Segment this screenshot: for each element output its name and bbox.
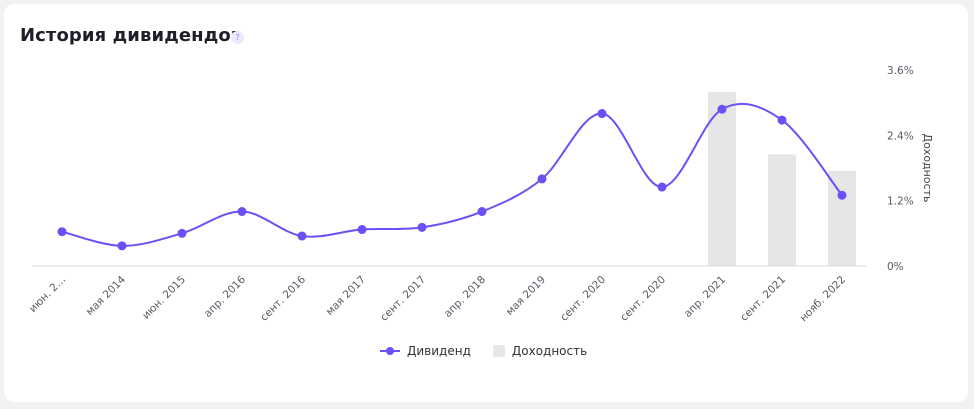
- x-tick-label: сент. 2017: [378, 274, 428, 324]
- x-tick-label: сент. 2020: [618, 274, 668, 324]
- dividend-point-8: [537, 174, 547, 184]
- legend-label-yield: Доходность: [511, 344, 588, 358]
- dividend-point-10: [657, 182, 667, 192]
- x-tick-label: нояб. 2022: [798, 274, 849, 325]
- y-axis-label: Доходность: [921, 133, 934, 202]
- y-tick-label: 0%: [887, 261, 904, 273]
- yield-bar-13: [828, 170, 856, 266]
- card-title: История дивидендов: [20, 25, 243, 46]
- dividend-point-1: [117, 241, 127, 251]
- y-tick-label: 2.4%: [887, 130, 914, 142]
- dividend-point-9: [597, 109, 607, 119]
- x-tick-label: апр. 2021: [682, 274, 728, 320]
- line-layer: [57, 102, 847, 251]
- dividend-point-11: [717, 104, 727, 114]
- help-icon[interactable]: ?: [231, 31, 244, 44]
- legend-item-yield[interactable]: Доходность: [492, 344, 588, 358]
- x-tick-label: сент. 2016: [258, 273, 308, 323]
- x-tick-label: июн. 2…: [27, 274, 68, 315]
- dividend-point-2: [177, 228, 187, 238]
- dividend-history-card: История дивидендов ?: [4, 4, 968, 402]
- x-tick-label: сент. 2020: [558, 274, 608, 324]
- bars-layer: [708, 91, 856, 267]
- x-ticks-layer: июн. 2… мая 2014 июн. 2015 апр. 2016 сент. 2…: [27, 273, 848, 324]
- dividend-point-7: [477, 207, 487, 217]
- dividend-point-3: [237, 207, 247, 217]
- dividend-point-6: [417, 222, 427, 232]
- x-tick-label: июн. 2015: [140, 274, 188, 322]
- dividend-point-0: [57, 227, 67, 237]
- chart-legend: Дивиденд Доходность: [380, 344, 587, 358]
- x-tick-label: апр. 2018: [442, 274, 488, 320]
- y-tick-label: 3.6%: [887, 65, 914, 77]
- dividend-point-12: [777, 115, 787, 125]
- y-ticks-layer: 0% 1.2% 2.4% 3.6%: [887, 65, 914, 273]
- x-tick-label: мая 2014: [84, 273, 129, 318]
- yield-bar-12: [768, 154, 796, 266]
- x-tick-label: мая 2019: [504, 274, 548, 318]
- y-tick-label: 1.2%: [887, 196, 914, 208]
- legend-line-icon: [380, 347, 400, 355]
- yield-bar-11: [708, 91, 736, 267]
- dividend-point-13: [837, 190, 847, 200]
- x-tick-label: сент. 2021: [738, 274, 788, 324]
- legend-square-icon: [492, 345, 505, 357]
- dividend-point-4: [297, 231, 307, 241]
- x-tick-label: апр. 2016: [202, 273, 248, 319]
- legend-label-dividend: Дивиденд: [407, 344, 471, 358]
- x-tick-label: мая 2017: [324, 274, 368, 318]
- dividend-point-5: [357, 225, 367, 235]
- legend-item-dividend[interactable]: Дивиденд: [380, 344, 471, 358]
